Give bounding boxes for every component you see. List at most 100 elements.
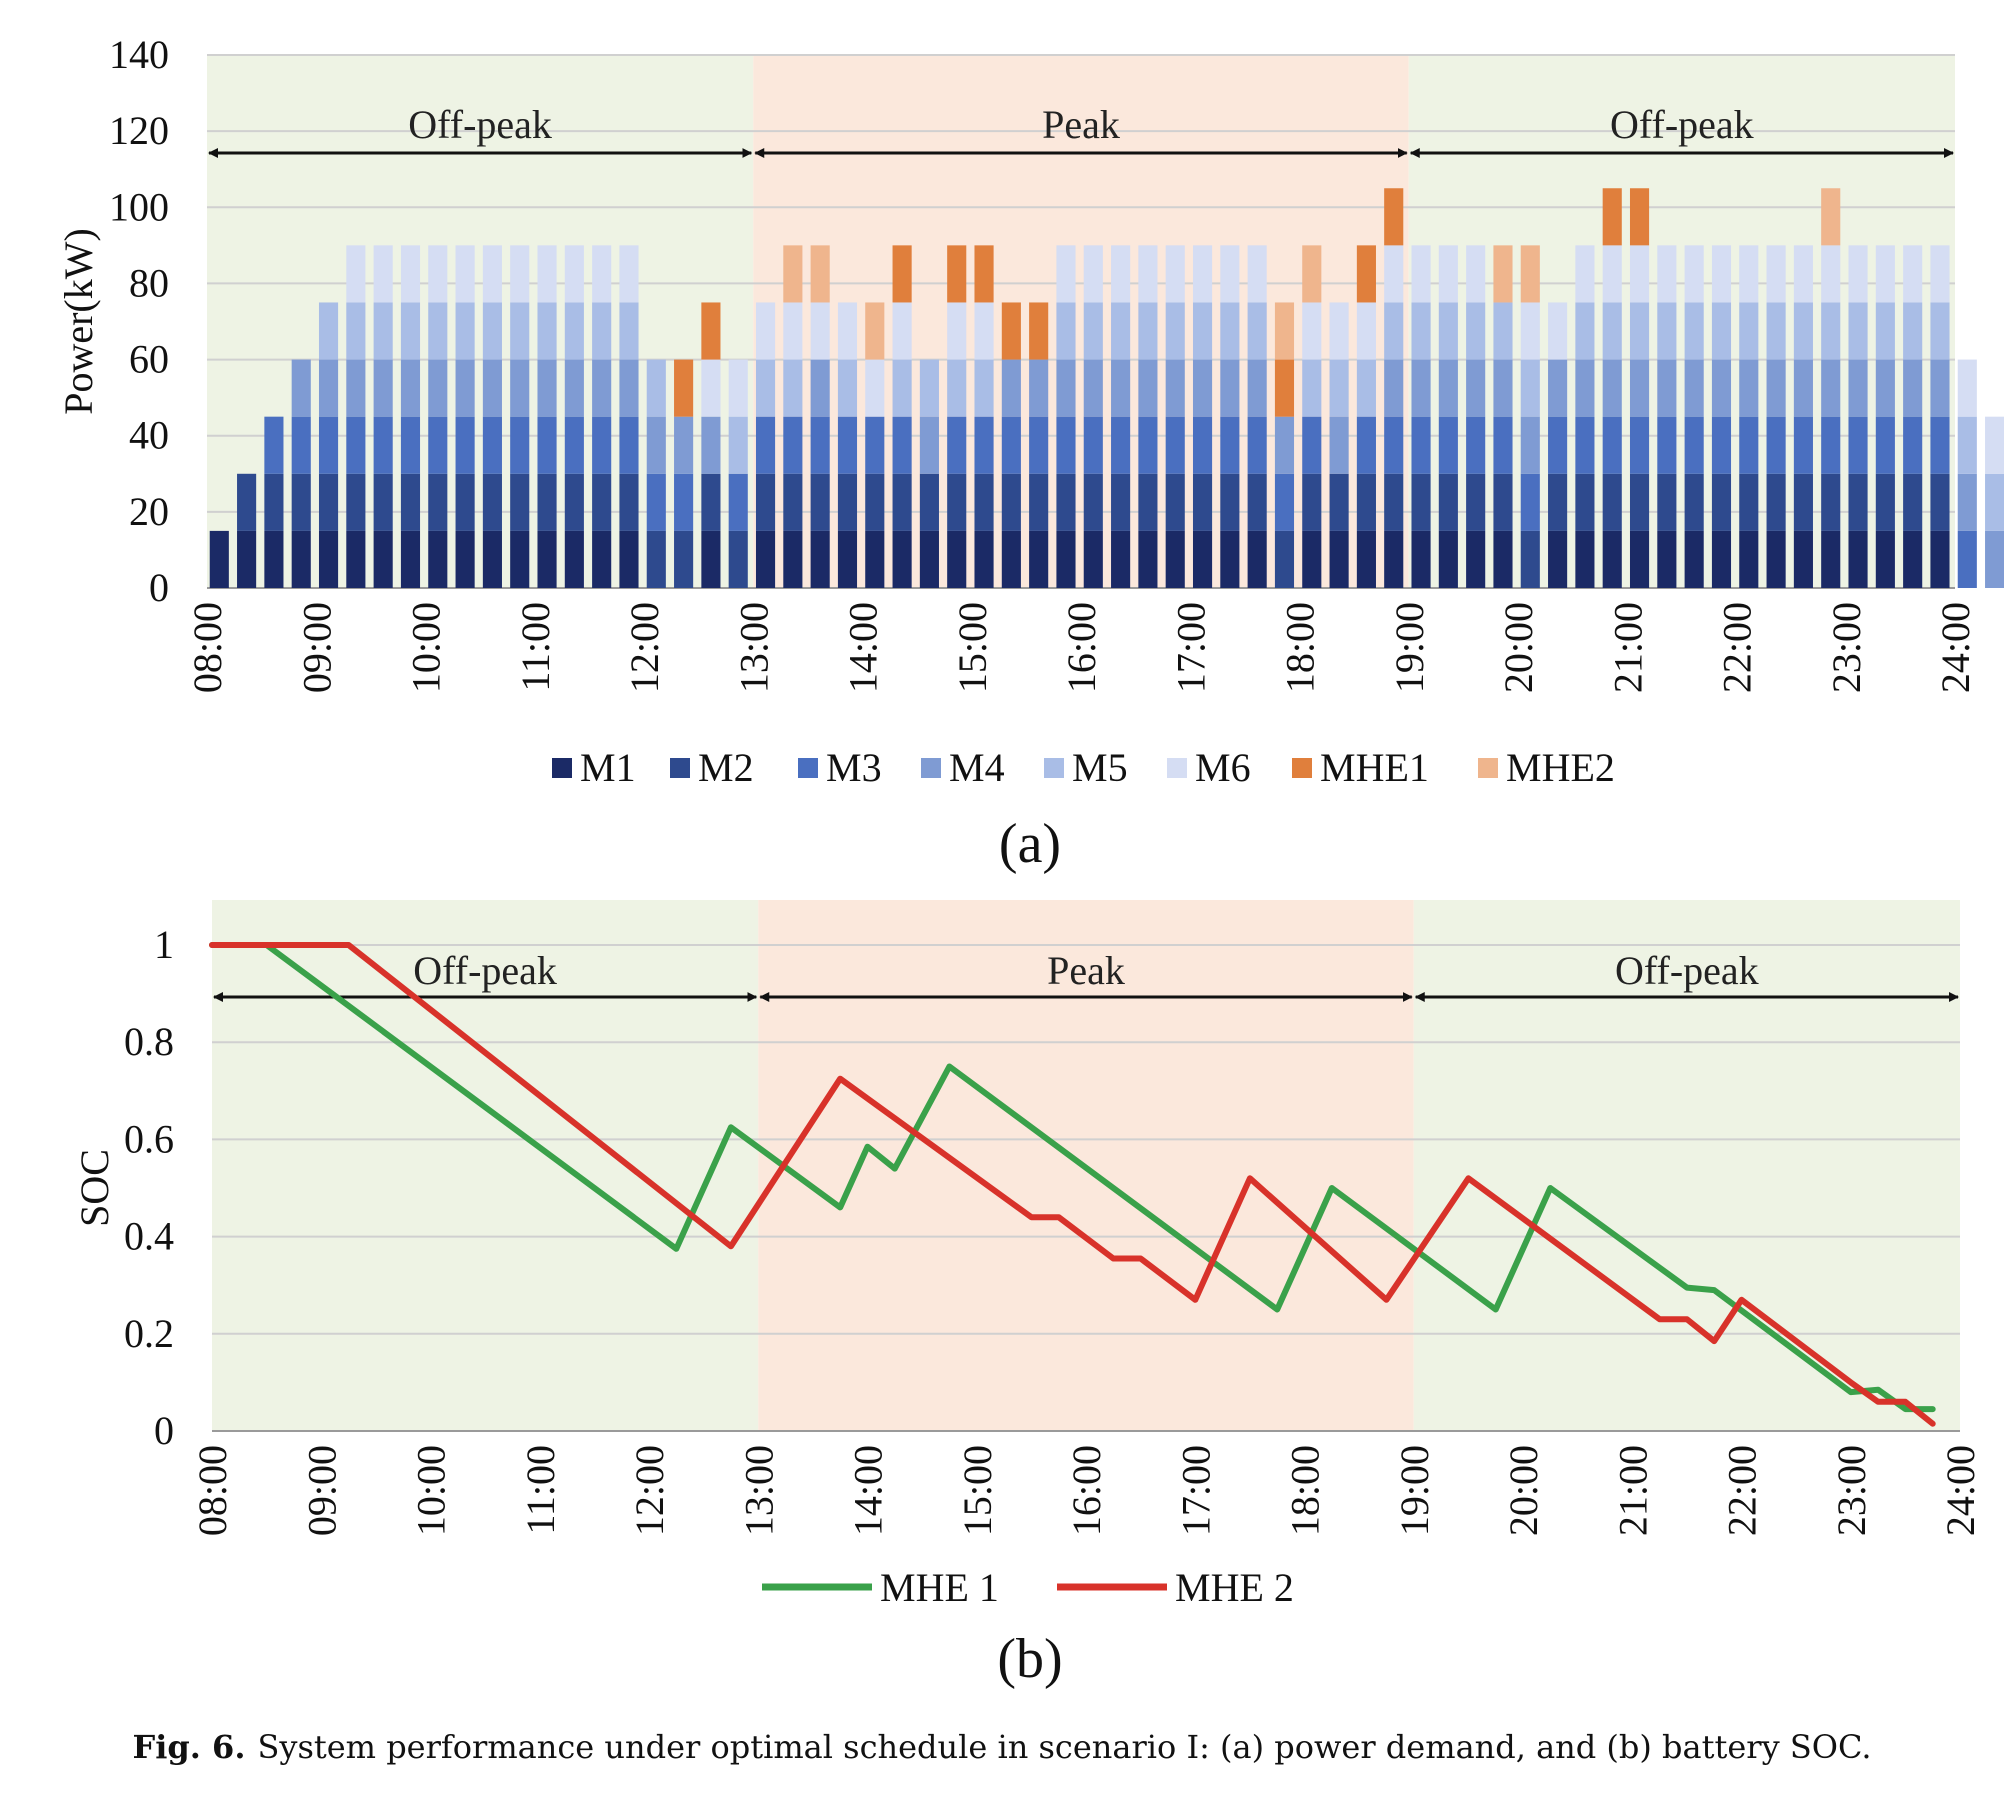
bar-segment-m2: [510, 473, 530, 531]
bar-segment-m6: [482, 245, 502, 303]
bar-segment-m2: [919, 473, 939, 531]
bar-segment-m5: [1411, 302, 1431, 360]
bar-segment-m1: [837, 530, 858, 588]
bar-segment-m6: [1575, 245, 1595, 303]
bar-segment-m1: [400, 530, 421, 588]
bar-segment-m2: [1138, 473, 1158, 531]
bar-segment-m1: [865, 530, 885, 588]
bar-segment-m4: [674, 416, 694, 474]
series-line-mhe-2: [209, 942, 1936, 1427]
bar-segment-mhe1: [1029, 302, 1049, 360]
bar-segment-m6: [1739, 245, 1759, 303]
battery-soc-chart: 0 0.2 0.4 0.6 0.8 1 SOC 08:00 09:00 10:00 11:00 12:…: [72, 900, 1983, 1690]
bar-segment-m2: [455, 473, 475, 531]
x-tick-label: 18:00: [1283, 1445, 1328, 1536]
bar-segment-m3: [1629, 416, 1650, 474]
bar-segment-m1: [1766, 530, 1786, 588]
bar-segment-m1: [373, 530, 393, 588]
x-tick-label: 17:00: [1168, 602, 1213, 693]
legend-swatch-m3: [798, 758, 818, 778]
bar-segment-m6: [510, 245, 530, 303]
bar-segment-m3: [865, 416, 885, 474]
bar-segment-m2: [1766, 473, 1786, 531]
bar-segment-m2: [482, 473, 502, 531]
bar-segment-mhe1: [1356, 245, 1376, 303]
bar-segment-m3: [1930, 416, 1950, 474]
bar-segment-m1: [1356, 530, 1376, 588]
bar-segment-m5: [1957, 416, 1977, 474]
bar-segment-m3: [1438, 416, 1458, 474]
period-band-1: [212, 900, 759, 1431]
bar-segment-m6: [1083, 245, 1103, 303]
bar-segment-m6: [810, 302, 830, 360]
bar-segment-m3: [1029, 416, 1049, 474]
bar-segment-m6: [1848, 245, 1868, 303]
bar-segment-m3: [810, 416, 830, 474]
bar-segment-m6: [537, 245, 557, 303]
y-tick-label: 100: [109, 184, 169, 229]
bar-segment-m6: [1220, 245, 1240, 303]
bar-segment-m2: [1684, 473, 1704, 531]
bar-segment-m2: [1056, 473, 1076, 531]
bar-segment-m3: [1274, 473, 1295, 531]
x-tick-label: 17:00: [1173, 1445, 1218, 1536]
bar-segment-mhe1: [1602, 188, 1622, 246]
bar-segment-m5: [1848, 302, 1868, 360]
bar-segment-m2: [1274, 530, 1295, 588]
bar-segment-m4: [1438, 359, 1458, 417]
bar-segment-m1: [592, 530, 612, 588]
x-tick-label: 14:00: [841, 602, 886, 693]
bar-segment-m2: [537, 473, 557, 531]
bar-segment-m1: [1548, 530, 1568, 588]
bar-segment-m1: [1875, 530, 1895, 588]
bar-segment-m2: [974, 473, 994, 531]
bar-segment-m2: [1302, 473, 1322, 531]
bar-segment-m1: [1930, 530, 1950, 588]
bar-segment-m2: [1629, 473, 1650, 531]
bar-segment-mhe2: [1493, 245, 1513, 303]
bar-segment-m3: [1493, 416, 1513, 474]
x-tick-label: 15:00: [955, 1445, 1000, 1536]
bar-segment-m3: [400, 416, 421, 474]
bar-segment-m3: [428, 416, 448, 474]
bar-segment-mhe2: [1274, 302, 1295, 360]
bar-segment-m6: [1138, 245, 1158, 303]
bar-segment-m2: [346, 473, 366, 531]
bar-segment-m3: [318, 416, 339, 474]
bar-segment-m2: [892, 473, 912, 531]
period-band-3: [1413, 900, 1960, 1431]
bar-segment-m3: [1739, 416, 1759, 474]
bar-segment-m1: [1056, 530, 1076, 588]
bar-segment-m3: [1083, 416, 1103, 474]
bar-segment-mhe1: [1001, 302, 1021, 360]
legend-label-mhe1: MHE1: [1320, 745, 1429, 790]
bar-segment-m6: [701, 359, 721, 417]
bar-segment-m6: [974, 302, 994, 360]
bar-segment-m4: [1466, 359, 1486, 417]
bar-segment-m2: [1165, 473, 1185, 531]
x-tick-label: 20:00: [1496, 602, 1541, 693]
bar-segment-m2: [1192, 473, 1213, 531]
bar-segment-m1: [318, 530, 339, 588]
bar-segment-m4: [619, 359, 639, 417]
bar-segment-m2: [1739, 473, 1759, 531]
bar-segment-m6: [1302, 302, 1322, 360]
bar-segment-m3: [1602, 416, 1622, 474]
x-tick-label: 23:00: [1824, 602, 1869, 693]
bar-segment-m5: [1985, 473, 2004, 531]
bar-segment-m5: [1684, 302, 1704, 360]
x-tick-label: 10:00: [409, 1445, 454, 1536]
bar-segment-m3: [346, 416, 366, 474]
bar-segment-m6: [373, 245, 393, 303]
bar-segment-mhe1: [1384, 188, 1404, 246]
period-label: Off-peak: [1615, 948, 1759, 993]
bar-segment-m3: [264, 416, 284, 474]
bar-segment-m4: [510, 359, 530, 417]
bar-segment-m3: [1520, 473, 1540, 531]
bar-segment-mhe1: [974, 245, 994, 303]
bar-segment-m1: [783, 530, 803, 588]
bar-segment-m6: [1766, 245, 1786, 303]
x-tick-label: 21:00: [1605, 602, 1650, 693]
bar-segment-m1: [1138, 530, 1158, 588]
bar-segment-m4: [373, 359, 393, 417]
